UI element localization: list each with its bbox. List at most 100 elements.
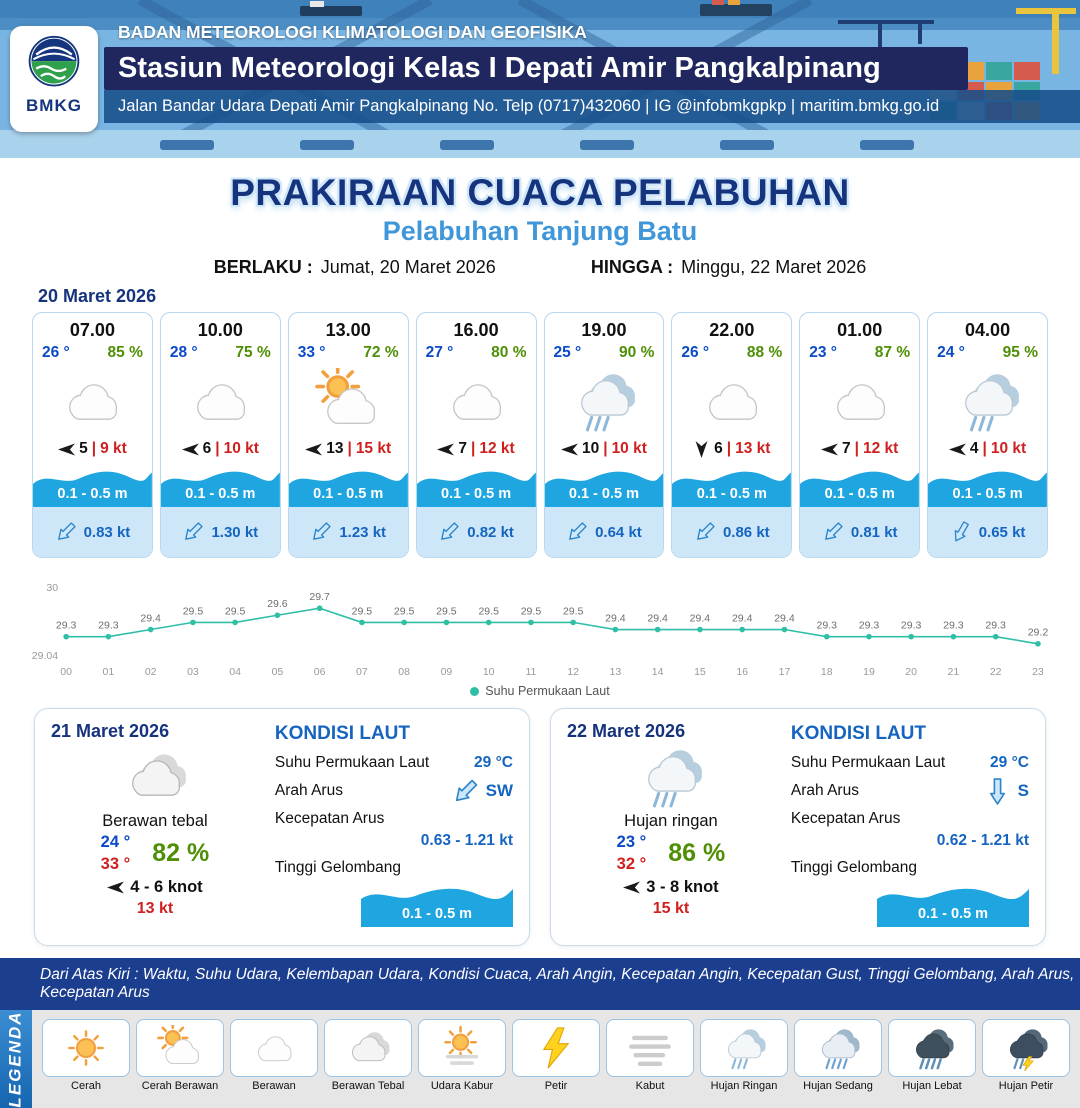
svg-text:16: 16 <box>736 666 748 678</box>
sea-conditions-title: KONDISI LAUT <box>274 723 410 744</box>
svg-text:23: 23 <box>1032 666 1044 678</box>
hourly-forecast-card: 07.00 26 ° 85 % 5 | 9 kt 0.1 - 0.5 m 0.8… <box>32 312 153 558</box>
legend-label: Cerah Berawan <box>141 1080 219 1092</box>
humidity: 90 % <box>619 344 655 361</box>
legend-label: Hujan Sedang <box>803 1080 873 1092</box>
current-row: 0.64 kt <box>544 507 664 557</box>
legend-label: Hujan Petir <box>998 1080 1054 1092</box>
weather-icon <box>928 362 1047 440</box>
legend-item: Kabut <box>606 1019 694 1108</box>
forecast-date: 20 Maret 2026 <box>38 286 157 306</box>
humidity: 86 % <box>668 839 726 867</box>
wave-graphic <box>288 471 408 507</box>
hourly-forecast-card: 04.00 24 ° 95 % 4 | 10 kt 0.1 - 0.5 m 0.… <box>927 312 1048 558</box>
wind-range: 4 - 6 knot <box>130 878 203 896</box>
svg-text:21: 21 <box>948 666 960 678</box>
humidity: 95 % <box>1002 344 1038 361</box>
separator: | <box>603 440 608 457</box>
wind-row: 7 | 12 kt <box>417 440 536 463</box>
wave-height-band: 0.1 - 0.5 m <box>544 463 664 507</box>
svg-text:29.4: 29.4 <box>690 612 711 624</box>
current-direction-label: Arah Arus <box>790 782 859 799</box>
svg-text:03: 03 <box>187 666 199 678</box>
wave-height-value: 0.1 - 0.5 m <box>696 486 767 502</box>
daily-cards: 21 Maret 2026 Berawan tebal 24 ° 33 ° 82… <box>34 708 1046 946</box>
svg-text:02: 02 <box>145 666 157 678</box>
legend-weather-icon <box>230 1019 318 1077</box>
current-speed-value: 0.62 - 1.21 kt <box>936 832 1029 849</box>
temperature: 25 ° <box>553 344 582 361</box>
legend-items: Cerah Cerah Berawan Berawan Berawan Teba… <box>32 1010 1080 1108</box>
wind-row: 6 | 13 kt <box>672 440 791 463</box>
valid-from-value: Jumat, 20 Maret 2026 <box>320 257 496 277</box>
sst-value: 29 °C <box>474 754 513 771</box>
separator: | <box>215 440 220 457</box>
svg-text:09: 09 <box>441 666 453 678</box>
station-address: Jalan Bandar Udara Depati Amir Pangkalpi… <box>104 90 1080 123</box>
legend-label: Petir <box>544 1080 568 1092</box>
valid-from: BERLAKU : Jumat, 20 Maret 2026 <box>214 257 496 278</box>
wave-height-value: 0.1 - 0.5 m <box>313 486 384 502</box>
org-name: BADAN METEOROLOGI KLIMATOLOGI DAN GEOFIS… <box>118 22 587 42</box>
wind-direction-icon <box>821 443 839 456</box>
day-date: 21 Maret 2026 <box>51 721 170 741</box>
svg-text:29.4: 29.4 <box>605 612 626 624</box>
weather-icon <box>800 362 919 440</box>
weather-icon <box>33 362 152 440</box>
legend-notes: Dari Atas Kiri : Waktu, Suhu Udara, Kele… <box>0 958 1080 1010</box>
legend-item: Cerah Berawan <box>136 1019 224 1108</box>
time-label: 10.00 <box>197 320 243 340</box>
time-label: 16.00 <box>453 320 499 340</box>
time-label: 19.00 <box>581 320 627 340</box>
legend-weather-icon <box>324 1019 412 1077</box>
separator: | <box>982 440 987 457</box>
current-speed: 0.65 kt <box>978 523 1026 541</box>
humidity: 85 % <box>107 344 143 361</box>
temperature: 23 ° <box>809 344 837 361</box>
current-direction-icon <box>948 518 973 545</box>
svg-text:29.5: 29.5 <box>183 605 204 617</box>
legend-section: LEGENDA Cerah Cerah Berawan Berawan Bera… <box>0 1010 1080 1108</box>
svg-text:29.5: 29.5 <box>563 605 584 617</box>
time-label: 22.00 <box>709 320 755 340</box>
bmkg-logo-text: BMKG <box>26 96 82 115</box>
temperature: 24 ° <box>937 344 965 361</box>
wind-speed: 6 <box>714 440 723 457</box>
legend-item: Hujan Sedang <box>794 1019 882 1108</box>
svg-text:29.2: 29.2 <box>1028 627 1049 639</box>
legend-label: Berawan Tebal <box>331 1080 405 1092</box>
wave-height-band: 0.1 - 0.5 m <box>33 463 152 507</box>
svg-text:29.4: 29.4 <box>774 612 795 624</box>
humidity: 87 % <box>874 344 911 361</box>
current-speed-label: Kecepatan Arus <box>790 810 901 827</box>
svg-text:08: 08 <box>398 666 410 678</box>
svg-text:29.3: 29.3 <box>816 620 837 632</box>
legend-weather-icon <box>888 1019 976 1077</box>
svg-text:29.5: 29.5 <box>436 605 457 617</box>
legend-weather-icon <box>418 1019 506 1077</box>
wind-direction-icon <box>58 443 76 456</box>
bmkg-logo-icon <box>28 35 80 87</box>
wind-direction-icon <box>305 443 323 456</box>
legend-weather-icon <box>512 1019 600 1077</box>
humidity: 82 % <box>152 839 210 867</box>
svg-text:10: 10 <box>483 666 495 678</box>
valid-until: HINGGA : Minggu, 22 Maret 2026 <box>591 257 866 278</box>
sst-label: Suhu Permukaan Laut <box>790 754 946 771</box>
wind-range: 3 - 8 knot <box>646 878 719 896</box>
legend-title-strip: LEGENDA <box>0 1010 32 1108</box>
svg-text:29.5: 29.5 <box>394 605 415 617</box>
wind-speed: 7 <box>458 440 468 457</box>
time-label: 07.00 <box>69 320 115 340</box>
title-block: PRAKIRAAN CUACA PELABUHAN Pelabuhan Tanj… <box>0 158 1080 278</box>
wave-height-value: 0.1 - 0.5 m <box>401 906 473 922</box>
sea-conditions-title: KONDISI LAUT <box>790 723 926 744</box>
sst-chart: 30 29.04 29.3 00 29.3 01 29.4 02 29.5 03 29.5 04 29.… <box>30 568 1050 698</box>
wave-height-value: 0.1 - 0.5 m <box>441 486 512 502</box>
current-direction-icon <box>449 775 482 808</box>
sst-label: Suhu Permukaan Laut <box>274 754 430 771</box>
current-direction-icon <box>308 519 335 546</box>
svg-text:29.3: 29.3 <box>98 620 119 632</box>
gust-speed: 9 kt <box>100 440 127 457</box>
current-row: 0.86 kt <box>672 507 792 557</box>
